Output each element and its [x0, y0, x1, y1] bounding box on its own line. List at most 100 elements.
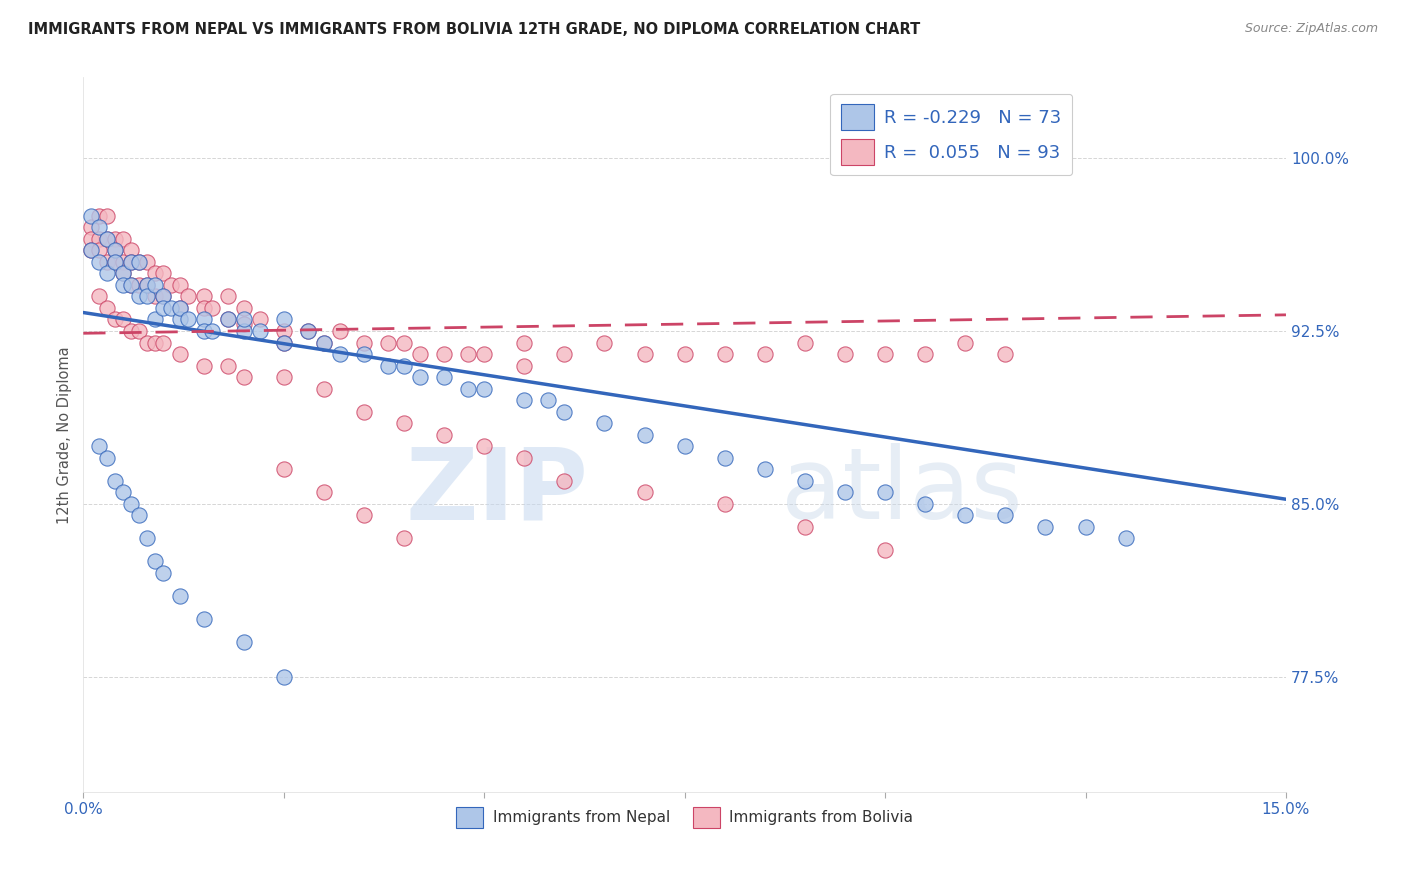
Point — [457, 347, 479, 361]
Point — [249, 312, 271, 326]
Point — [513, 359, 536, 373]
Point — [89, 289, 111, 303]
Point — [176, 289, 198, 303]
Point — [312, 382, 335, 396]
Point — [914, 347, 936, 361]
Point — [673, 439, 696, 453]
Text: IMMIGRANTS FROM NEPAL VS IMMIGRANTS FROM BOLIVIA 12TH GRADE, NO DIPLOMA CORRELAT: IMMIGRANTS FROM NEPAL VS IMMIGRANTS FROM… — [28, 22, 921, 37]
Point — [593, 335, 616, 350]
Point — [169, 301, 191, 315]
Point — [120, 255, 142, 269]
Text: ZIP: ZIP — [405, 443, 589, 541]
Point — [120, 277, 142, 292]
Point — [312, 335, 335, 350]
Point — [793, 335, 815, 350]
Point — [273, 370, 295, 384]
Point — [537, 393, 560, 408]
Point — [273, 312, 295, 326]
Legend: Immigrants from Nepal, Immigrants from Bolivia: Immigrants from Nepal, Immigrants from B… — [450, 800, 920, 834]
Point — [873, 543, 896, 558]
Point — [128, 508, 150, 523]
Point — [112, 312, 135, 326]
Point — [329, 324, 352, 338]
Y-axis label: 12th Grade, No Diploma: 12th Grade, No Diploma — [58, 346, 72, 524]
Point — [80, 244, 103, 258]
Point — [392, 416, 415, 430]
Point — [513, 393, 536, 408]
Point — [136, 289, 159, 303]
Point — [217, 359, 239, 373]
Point — [145, 277, 167, 292]
Point — [169, 589, 191, 603]
Point — [377, 359, 399, 373]
Point — [1115, 532, 1137, 546]
Point — [273, 324, 295, 338]
Point — [217, 312, 239, 326]
Text: atlas: atlas — [780, 443, 1022, 541]
Point — [104, 312, 127, 326]
Point — [232, 301, 254, 315]
Point — [120, 255, 142, 269]
Point — [713, 450, 735, 465]
Point — [89, 232, 111, 246]
Point — [80, 244, 103, 258]
Point — [89, 209, 111, 223]
Point — [145, 554, 167, 568]
Point — [112, 255, 135, 269]
Point — [89, 244, 111, 258]
Point — [152, 266, 174, 280]
Point — [994, 508, 1017, 523]
Point — [297, 324, 319, 338]
Point — [128, 255, 150, 269]
Point — [145, 312, 167, 326]
Point — [353, 508, 375, 523]
Point — [955, 508, 977, 523]
Point — [232, 312, 254, 326]
Point — [273, 670, 295, 684]
Point — [914, 497, 936, 511]
Point — [392, 532, 415, 546]
Point — [96, 232, 118, 246]
Point — [553, 347, 575, 361]
Point — [633, 347, 655, 361]
Point — [169, 347, 191, 361]
Point — [217, 289, 239, 303]
Point — [112, 266, 135, 280]
Point — [193, 612, 215, 626]
Point — [955, 335, 977, 350]
Point — [329, 347, 352, 361]
Point — [136, 532, 159, 546]
Point — [593, 416, 616, 430]
Point — [152, 289, 174, 303]
Point — [193, 301, 215, 315]
Point — [273, 335, 295, 350]
Point — [128, 277, 150, 292]
Point — [136, 255, 159, 269]
Point — [232, 317, 254, 331]
Point — [754, 347, 776, 361]
Point — [169, 301, 191, 315]
Point — [1074, 520, 1097, 534]
Point — [145, 289, 167, 303]
Point — [409, 370, 432, 384]
Point — [120, 244, 142, 258]
Point — [312, 485, 335, 500]
Point — [136, 277, 159, 292]
Point — [312, 335, 335, 350]
Point — [353, 335, 375, 350]
Point — [96, 255, 118, 269]
Point — [112, 277, 135, 292]
Point — [96, 450, 118, 465]
Point — [217, 312, 239, 326]
Point — [297, 324, 319, 338]
Point — [377, 335, 399, 350]
Point — [513, 450, 536, 465]
Point — [793, 520, 815, 534]
Point — [104, 474, 127, 488]
Point — [472, 439, 495, 453]
Point — [112, 266, 135, 280]
Point — [128, 289, 150, 303]
Point — [96, 301, 118, 315]
Point — [353, 347, 375, 361]
Point — [1035, 520, 1057, 534]
